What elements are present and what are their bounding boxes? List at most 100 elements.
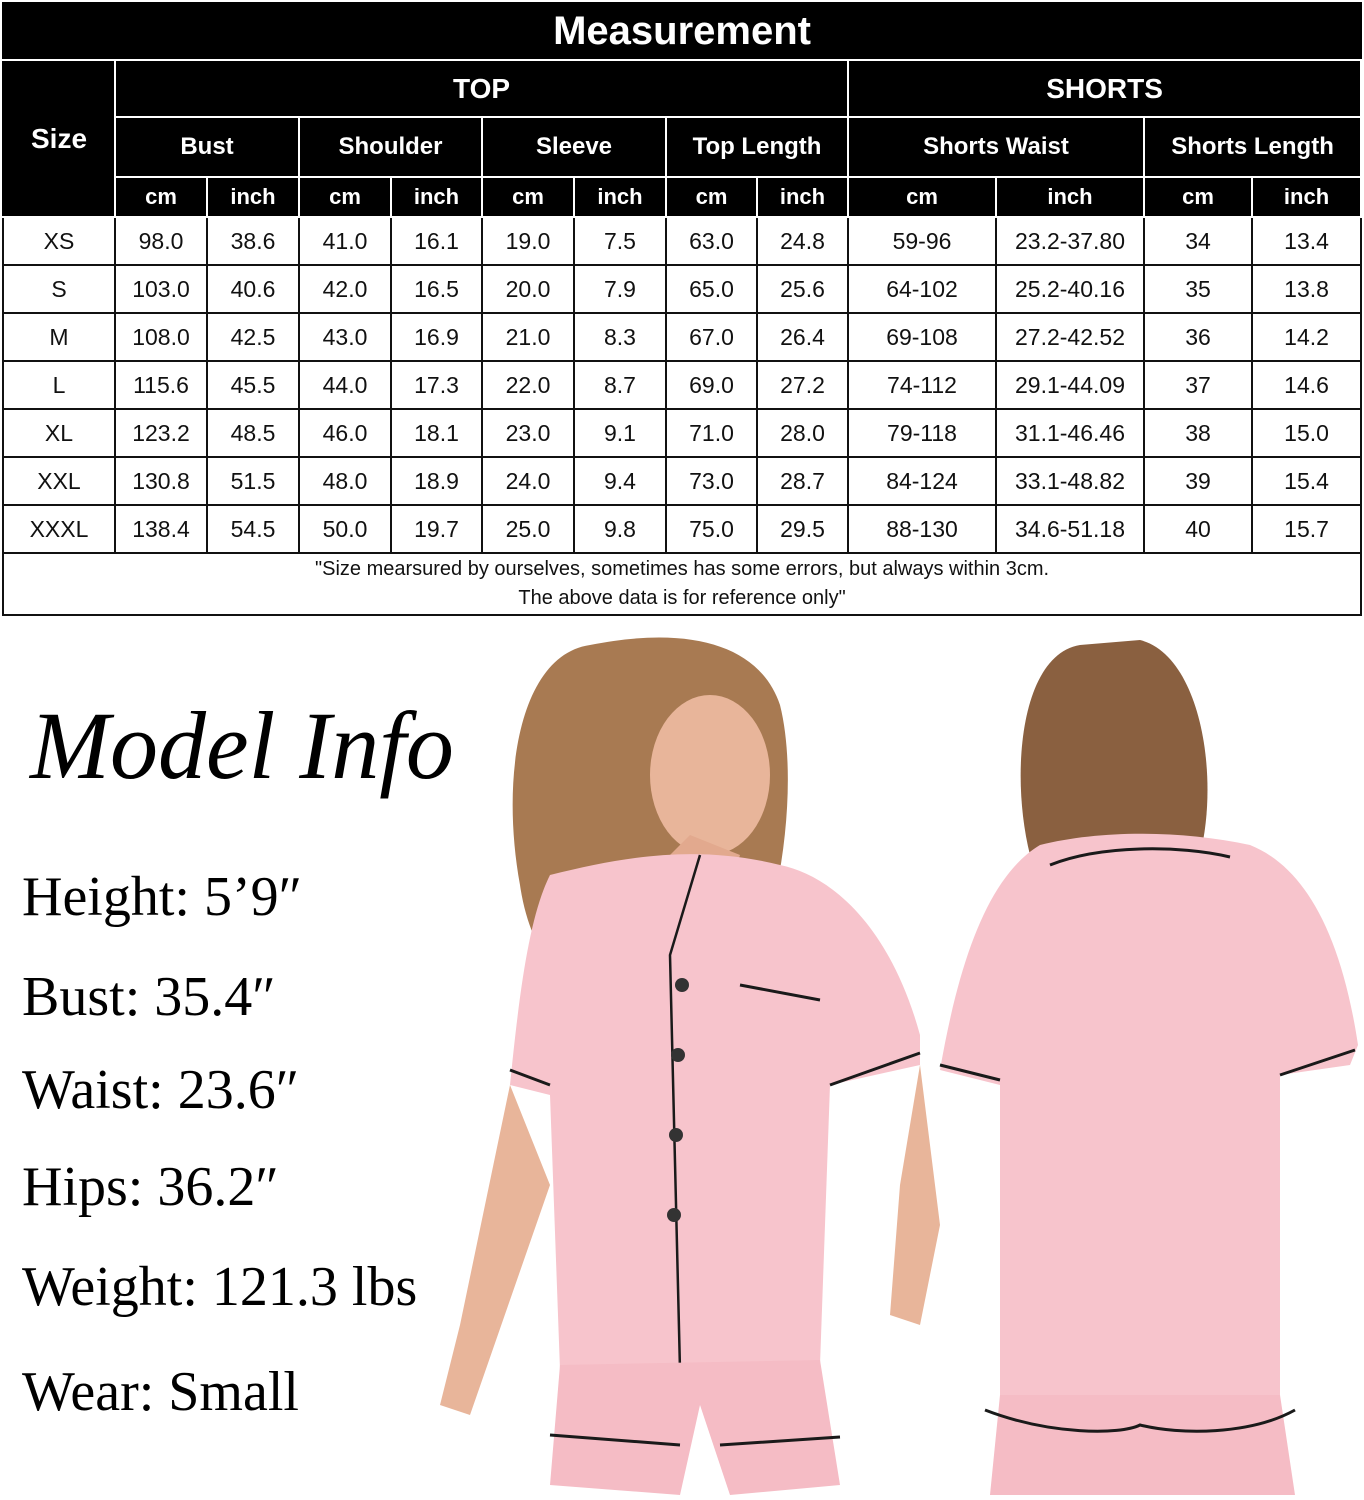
measurement-cell: 16.1: [390, 216, 483, 266]
model-height: Height: 5’9″: [22, 866, 302, 928]
group-header-shorts: SHORTS: [846, 59, 1363, 118]
measurement-cell: 13.8: [1250, 264, 1363, 314]
unit-header-cm: cm: [298, 176, 392, 218]
measurement-cell: 33.1-48.82: [995, 456, 1145, 506]
measurement-cell: 21.0: [481, 312, 575, 362]
measurement-cell: 98.0: [114, 216, 208, 266]
size-label-cell: S: [2, 264, 116, 314]
measure-header-shorts-waist: Shorts Waist: [847, 116, 1145, 178]
measurement-cell: 84-124: [847, 456, 997, 506]
measurement-cell: 40.6: [206, 264, 300, 314]
model-info-title: Model Info: [30, 692, 454, 799]
group-header-top: TOP: [114, 59, 849, 118]
table-row: XS 98.0 38.6 41.0 16.1 19.0 7.5 63.0 24.8 59-96 23…: [2, 216, 1363, 266]
unit-header-inch: inch: [390, 176, 483, 218]
table-row: S 103.0 40.6 42.0 16.5 20.0 7.9 65.0 25.6 64-102 2…: [2, 264, 1363, 314]
table-row: XXL 130.8 51.5 48.0 18.9 24.0 9.4 73.0 28.7 84-12…: [2, 456, 1363, 506]
measurement-cell: 27.2-42.52: [995, 312, 1145, 362]
measurement-cell: 27.2: [756, 360, 849, 410]
measurement-cell: 43.0: [298, 312, 392, 362]
measurement-cell: 15.0: [1250, 408, 1363, 458]
measurement-cell: 24.0: [481, 456, 575, 506]
measurement-cell: 36: [1143, 312, 1253, 362]
measurement-cell: 38.6: [206, 216, 300, 266]
unit-header-cm: cm: [481, 176, 575, 218]
measurement-cell: 44.0: [298, 360, 392, 410]
measurement-cell: 48.0: [298, 456, 392, 506]
table-title: Measurement: [1, 2, 1363, 61]
table-row: XL 123.2 48.5 46.0 18.1 23.0 9.1 71.0 28.0 79-118…: [2, 408, 1363, 458]
unit-header-cm: cm: [665, 176, 758, 218]
note-line-2: The above data is for reference only": [518, 587, 846, 609]
table-row: L 115.6 45.5 44.0 17.3 22.0 8.7 69.0 27.2 74-112 2…: [2, 360, 1363, 410]
measurement-cell: 8.3: [573, 312, 667, 362]
measurement-cell: 45.5: [206, 360, 300, 410]
measurement-cell: 39: [1143, 456, 1253, 506]
note-line-1: "Size mearsured by ourselves, sometimes …: [315, 558, 1050, 580]
measurement-cell: 79-118: [847, 408, 997, 458]
measurement-cell: 26.4: [756, 312, 849, 362]
measurement-cell: 59-96: [847, 216, 997, 266]
measurement-cell: 37: [1143, 360, 1253, 410]
measurement-cell: 42.5: [206, 312, 300, 362]
unit-header-inch: inch: [995, 176, 1145, 218]
measurement-cell: 16.9: [390, 312, 483, 362]
measurement-cell: 7.5: [573, 216, 667, 266]
measurement-cell: 8.7: [573, 360, 667, 410]
measurement-cell: 34.6-51.18: [995, 504, 1145, 554]
measurement-cell: 35: [1143, 264, 1253, 314]
table-row: M 108.0 42.5 43.0 16.9 21.0 8.3 67.0 26.4 69-108 2…: [2, 312, 1363, 362]
measurement-cell: 22.0: [481, 360, 575, 410]
measurement-cell: 63.0: [665, 216, 758, 266]
measurement-cell: 16.5: [390, 264, 483, 314]
measurement-cell: 18.9: [390, 456, 483, 506]
measurement-cell: 20.0: [481, 264, 575, 314]
measurement-cell: 19.7: [390, 504, 483, 554]
measurement-cell: 71.0: [665, 408, 758, 458]
size-label-cell: XXL: [2, 456, 116, 506]
measurement-cell: 40: [1143, 504, 1253, 554]
measurement-cell: 29.5: [756, 504, 849, 554]
measurement-cell: 75.0: [665, 504, 758, 554]
model-waist: Waist: 23.6″: [22, 1059, 300, 1121]
measurement-cell: 23.2-37.80: [995, 216, 1145, 266]
back-view-model-photo: [939, 640, 1358, 1495]
unit-header-inch: inch: [573, 176, 667, 218]
unit-header-inch: inch: [1250, 176, 1363, 218]
measure-header-shorts-length: Shorts Length: [1142, 116, 1363, 178]
measurement-cell: 15.4: [1250, 456, 1363, 506]
size-chart-table: Measurement Size TOP SHORTS Bust Shoulde…: [1, 2, 1363, 616]
measurement-cell: 115.6: [114, 360, 208, 410]
measurement-cell: 15.7: [1250, 504, 1363, 554]
measure-header-sleeve: Sleeve: [481, 116, 667, 178]
unit-header-inch: inch: [756, 176, 849, 218]
table-row: XXXL 138.4 54.5 50.0 19.7 25.0 9.8 75.0 29.5 88-1…: [2, 504, 1363, 554]
measurement-cell: 7.9: [573, 264, 667, 314]
measurement-cell: 54.5: [206, 504, 300, 554]
measurement-cell: 14.6: [1250, 360, 1363, 410]
measure-header-shoulder: Shoulder: [298, 116, 483, 178]
measurement-cell: 24.8: [756, 216, 849, 266]
measurement-cell: 73.0: [665, 456, 758, 506]
measurement-cell: 25.0: [481, 504, 575, 554]
model-bust: Bust: 35.4″: [22, 966, 276, 1028]
unit-header-cm: cm: [847, 176, 997, 218]
model-hips: Hips: 36.2″: [22, 1156, 279, 1218]
measurement-cell: 9.1: [573, 408, 667, 458]
model-photos: [440, 637, 1358, 1495]
measurement-cell: 51.5: [206, 456, 300, 506]
measurement-cell: 46.0: [298, 408, 392, 458]
measurement-cell: 48.5: [206, 408, 300, 458]
measurement-cell: 69.0: [665, 360, 758, 410]
measurement-cell: 17.3: [390, 360, 483, 410]
size-label-cell: XXXL: [2, 504, 116, 554]
measurement-cell: 123.2: [114, 408, 208, 458]
size-column-header: Size: [2, 59, 116, 218]
measurement-cell: 38: [1143, 408, 1253, 458]
size-label-cell: XS: [2, 216, 116, 266]
measurement-cell: 138.4: [114, 504, 208, 554]
measurement-cell: 130.8: [114, 456, 208, 506]
measurement-cell: 28.0: [756, 408, 849, 458]
unit-header-cm: cm: [1143, 176, 1253, 218]
measurement-cell: 9.8: [573, 504, 667, 554]
